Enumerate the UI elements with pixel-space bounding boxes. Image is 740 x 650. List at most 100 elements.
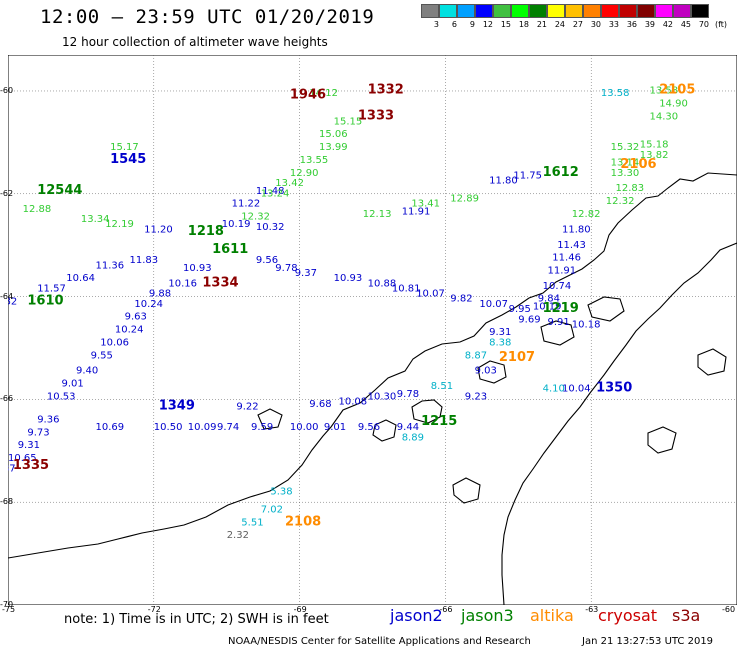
wave-height-label: 8.38 <box>489 337 511 348</box>
wave-height-label: 9.63 <box>125 312 147 323</box>
wave-height-label: 10.19 <box>533 301 562 312</box>
wave-height-label: 9.31 <box>489 327 511 338</box>
color-swatch <box>655 4 673 18</box>
pass-time-label: 12544 <box>37 183 82 198</box>
longitude-label: -69 <box>293 605 307 614</box>
wave-height-label: 9.73 <box>27 427 49 438</box>
wave-height-label: 11.80 <box>562 224 591 235</box>
island-3 <box>477 360 507 384</box>
longitude-label: -66 <box>439 605 453 614</box>
wave-height-label: 12.32 <box>241 212 270 223</box>
color-swatch <box>439 4 457 18</box>
color-scale-label: 12 <box>482 20 493 29</box>
wave-height-label: 9.78 <box>275 263 297 274</box>
wave-height-label: 9.03 <box>475 366 497 377</box>
island-1 <box>411 399 443 424</box>
wave-height-label: 12.89 <box>450 194 479 205</box>
wave-height-label: 15.17 <box>110 142 139 153</box>
wave-height-label: 10.64 <box>66 273 95 284</box>
map-subtitle: 12 hour collection of altimeter wave hei… <box>62 35 328 49</box>
wave-height-label: 9.56 <box>256 255 278 266</box>
wave-height-label: 9.40 <box>76 366 98 377</box>
wave-height-labels: 154511.4811.2210.1911.2010.9310.169.8810… <box>0 83 695 542</box>
wave-height-label: 11.48 <box>256 186 285 197</box>
wave-height-label: 15.15 <box>334 116 363 127</box>
color-scale-bar: 3 6 9 12 15 18 21 24 27 30 33 36 39 42 45 70 (ft) <box>421 4 727 29</box>
wave-height-label: 10.53 <box>47 391 76 402</box>
wave-height-label: 12.19 <box>105 219 134 230</box>
wave-height-label: 11.20 <box>144 224 173 235</box>
wave-height-label: 10.00 <box>290 422 319 433</box>
wave-height-label: 10.74 <box>543 281 572 292</box>
latitude-label: -68 <box>0 497 14 507</box>
color-scale-label: 27 <box>572 20 583 29</box>
wave-height-label: 13.55 <box>300 155 329 166</box>
latitude-label: -70 <box>0 600 14 609</box>
wave-height-label: 10.04 <box>562 384 591 395</box>
wave-height-label: 10.08 <box>339 397 368 408</box>
color-scale-label: 18 <box>518 20 529 29</box>
color-swatch <box>529 4 547 18</box>
pass-time-label: 1215 <box>421 414 457 429</box>
peninsula-west-coast <box>7 172 738 559</box>
wave-height-label: 11.91 <box>548 266 577 277</box>
wave-height-label: 9.82 <box>450 294 472 305</box>
wave-height-label: 11.36 <box>96 260 125 271</box>
wave-height-label: 10.88 <box>368 278 397 289</box>
wave-height-label: 11.43 <box>557 240 586 251</box>
wave-height-label: 10.07 <box>416 289 445 300</box>
color-scale-swatches <box>421 4 709 18</box>
wave-height-label: 13.82 <box>640 150 669 161</box>
wave-height-label: 14.12 <box>309 88 338 99</box>
wave-height-label: 8.89 <box>402 433 424 444</box>
wave-height-label: 11.83 <box>130 255 159 266</box>
wave-height-label: 9.91 <box>548 317 570 328</box>
wave-height-label: 12.82 <box>572 209 601 220</box>
legend-item-jason2: jason2 <box>390 606 443 625</box>
color-swatch <box>475 4 493 18</box>
map-panel: 1545 11.48 11.22 10.19 11.20 10.93 10.16 9.88 10… <box>0 54 738 606</box>
island-7 <box>697 348 727 376</box>
wave-height-label: 11.82 <box>8 296 17 307</box>
wave-height-label: 10.18 <box>572 319 601 330</box>
island-5 <box>587 296 625 322</box>
wave-height-label: 9.74 <box>217 422 239 433</box>
wave-height-label: 9.95 <box>509 304 531 315</box>
pass-time-label: 2107 <box>499 350 535 365</box>
pass-time-label: 1612 <box>543 165 579 180</box>
color-swatch <box>619 4 637 18</box>
color-scale-label: 36 <box>626 20 637 29</box>
footnote: note: 1) Time is in UTC; 2) SWH is in fe… <box>64 612 329 627</box>
wave-height-label: 9.31 <box>18 440 40 451</box>
legend-item-cryosat: cryosat <box>598 606 658 625</box>
pass-time-label: 1349 <box>159 399 195 414</box>
wave-height-label: 9.36 <box>37 415 59 426</box>
wave-height-label: 9.22 <box>236 402 258 413</box>
latitude-label: -62 <box>0 188 14 198</box>
wave-height-label: 10.93 <box>334 273 363 284</box>
wave-height-label: 10.93 <box>183 263 212 274</box>
color-scale-label: 24 <box>554 20 565 29</box>
color-scale-label: 45 <box>680 20 691 29</box>
wave-height-label: 9.37 <box>295 268 317 279</box>
pass-time-label: 1218 <box>188 224 224 239</box>
color-swatch <box>673 4 691 18</box>
wave-height-label: 9.88 <box>149 289 171 300</box>
pass-time-label: 1335 <box>13 458 49 473</box>
wave-height-label: 15.18 <box>640 140 669 151</box>
wave-height-label: 5.38 <box>270 487 292 498</box>
wave-height-label: 13.41 <box>411 199 440 210</box>
pass-time-label: 1611 <box>212 242 248 257</box>
color-scale-label: 6 <box>451 20 457 29</box>
wave-height-label: 9.68 <box>309 399 331 410</box>
wave-height-label: 11.75 <box>513 170 542 181</box>
color-swatch <box>547 4 565 18</box>
wave-height-label: 9.55 <box>91 350 113 361</box>
color-scale-label: 39 <box>644 20 655 29</box>
wave-height-label: 10.19 <box>222 219 251 230</box>
wave-height-label: 7.02 <box>261 505 283 516</box>
footer-timestamp: Jan 21 13:27:53 UTC 2019 <box>582 636 714 647</box>
latitude-label: -66 <box>0 394 14 404</box>
wave-height-label: 13.14 <box>611 158 640 169</box>
color-swatch <box>691 4 709 18</box>
